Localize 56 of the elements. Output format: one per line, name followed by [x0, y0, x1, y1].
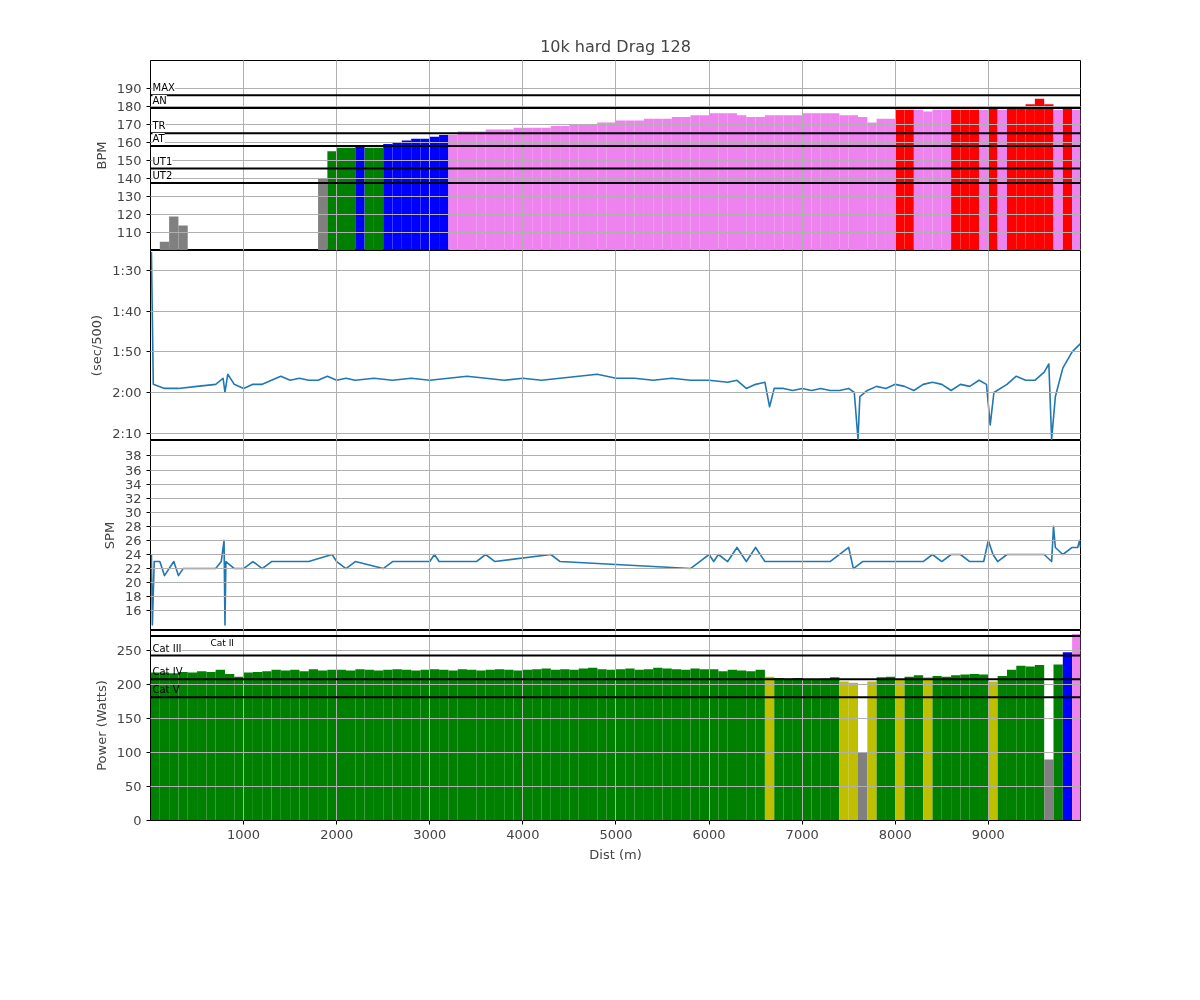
x-tick-label: 2000 [320, 826, 354, 842]
y-tick-label: 2:00 [112, 384, 142, 400]
ref-line-label: UT2 [152, 170, 173, 181]
ref-line-label: AT [152, 132, 166, 144]
y-axis-title: Power (Watts) [93, 680, 109, 771]
y-tick-label: 130 [116, 189, 142, 205]
y-tick-label: 150 [116, 152, 142, 168]
y-tick-label: 50 [124, 779, 142, 795]
ref-line-label: Cat III [152, 642, 182, 654]
y-tick-label: 1:40 [112, 303, 142, 319]
x-tick-label: 6000 [692, 826, 726, 842]
chart-title: 10k hard Drag 128 [540, 36, 691, 56]
y-tick-label: 22 [124, 561, 142, 577]
y-tick-label: 160 [116, 134, 142, 150]
y-tick-label: 190 [116, 80, 142, 96]
ref-line-label: MAX [152, 82, 175, 94]
x-tick-label: 8000 [878, 826, 912, 842]
y-tick-label: 30 [124, 504, 142, 520]
ref-line-label: UT1 [152, 155, 173, 167]
y-tick-label: 150 [116, 711, 142, 727]
y-tick-label: 20 [124, 575, 142, 591]
ref-line-label: Cat V [152, 684, 180, 696]
y-tick-label: 26 [124, 532, 142, 548]
x-tick-label: 3000 [413, 826, 447, 842]
y-tick-label: 0 [133, 813, 142, 828]
y-tick-label: 120 [116, 207, 142, 223]
x-tick-label: 9000 [971, 826, 1005, 842]
y-axis-title: (sec/500) [89, 314, 105, 377]
y-axis-title: SPM [101, 521, 117, 550]
x-axis-title: Dist (m) [589, 846, 642, 862]
x-tick-label: 5000 [599, 826, 633, 842]
y-tick-label: 36 [124, 462, 142, 478]
y-tick-label: 2:10 [112, 425, 142, 441]
y-tick-label: 1:30 [112, 262, 142, 278]
y-tick-label: 18 [124, 589, 142, 605]
y-tick-label: 140 [116, 170, 142, 186]
y-tick-label: 16 [124, 603, 142, 619]
y-tick-label: 1:50 [112, 344, 142, 360]
x-tick-label: 1000 [227, 826, 261, 842]
x-tick-label: 4000 [506, 826, 540, 842]
y-tick-label: 110 [116, 225, 142, 241]
ref-line-label: AN [152, 94, 167, 106]
ref-line-label: Cat II [210, 637, 234, 648]
y-tick-label: 34 [124, 476, 142, 492]
y-tick-label: 38 [124, 448, 142, 464]
y-tick-label: 170 [116, 116, 142, 132]
y-tick-label: 200 [116, 677, 142, 693]
y-tick-label: 32 [124, 490, 142, 506]
ref-line-label: TR [151, 120, 166, 132]
y-tick-label: 28 [124, 518, 142, 534]
y-tick-label: 100 [116, 745, 142, 761]
y-tick-label: 250 [116, 643, 142, 659]
y-tick-label: 180 [116, 98, 142, 114]
x-tick-label: 7000 [785, 826, 819, 842]
y-axis-title: BPM [93, 141, 109, 170]
y-tick-label: 24 [124, 547, 142, 562]
